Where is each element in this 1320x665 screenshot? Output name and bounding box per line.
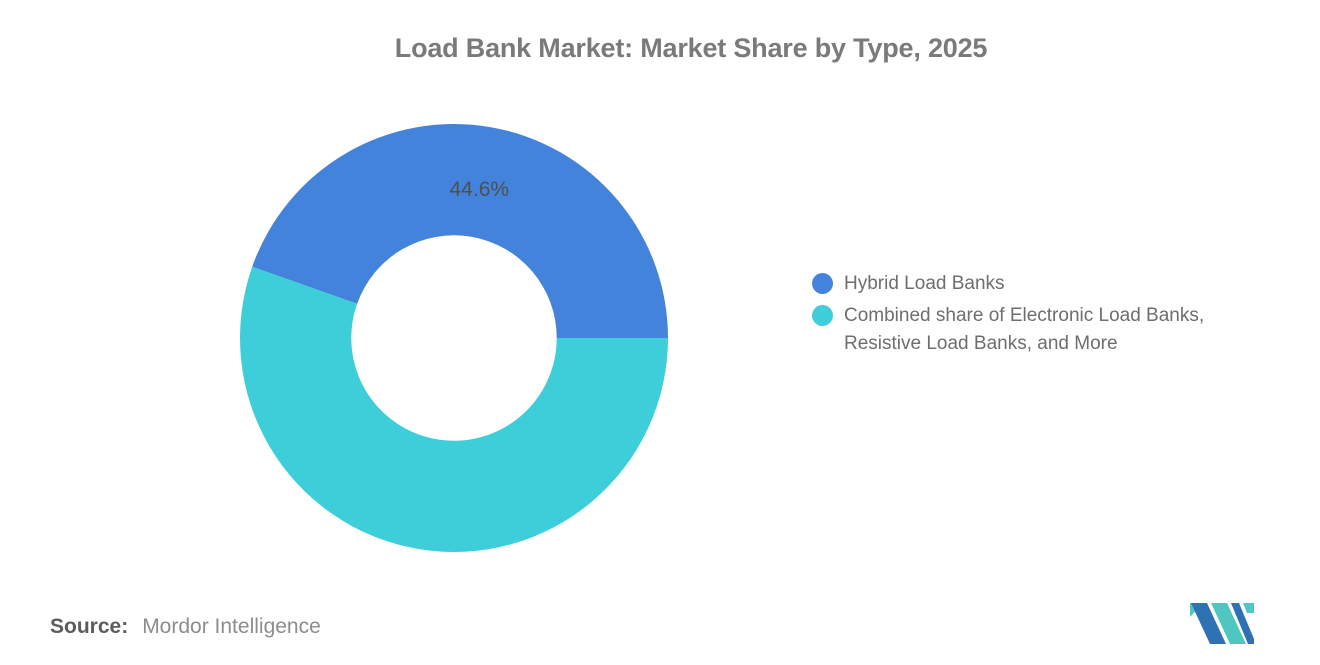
legend-item-combined-share[interactable]: Combined share of Electronic Load Banks,… xyxy=(812,302,1282,358)
legend-label: Hybrid Load Banks xyxy=(844,273,1005,294)
legend-item-hybrid-load-banks[interactable]: Hybrid Load Banks xyxy=(812,270,1282,298)
logo-blue-thin-band xyxy=(1231,603,1254,644)
chart-title: Load Bank Market: Market Share by Type, … xyxy=(394,33,988,63)
logo-blue-band xyxy=(1191,603,1226,644)
legend-marker-teal xyxy=(812,305,833,326)
donut-chart-svg xyxy=(240,124,668,552)
donut-chart: 44.6% xyxy=(240,124,668,552)
legend-marker-blue xyxy=(812,273,833,294)
logo-teal-corner xyxy=(1243,603,1254,613)
source-attribution: Source: Mordor Intelligence xyxy=(50,613,321,641)
chart-legend: Hybrid Load Banks Combined share of Elec… xyxy=(812,270,1282,358)
legend-label: Combined share of Electronic Load Banks,… xyxy=(844,305,1205,354)
mordor-logo-svg xyxy=(1190,603,1254,644)
source-text: Mordor Intelligence xyxy=(142,615,321,638)
pie-slice-1[interactable] xyxy=(240,266,668,552)
source-label: Source: xyxy=(50,615,129,638)
logo-teal-band xyxy=(1211,603,1246,644)
mordor-intelligence-logo xyxy=(1190,601,1254,645)
pie-slice-0[interactable] xyxy=(252,124,668,338)
